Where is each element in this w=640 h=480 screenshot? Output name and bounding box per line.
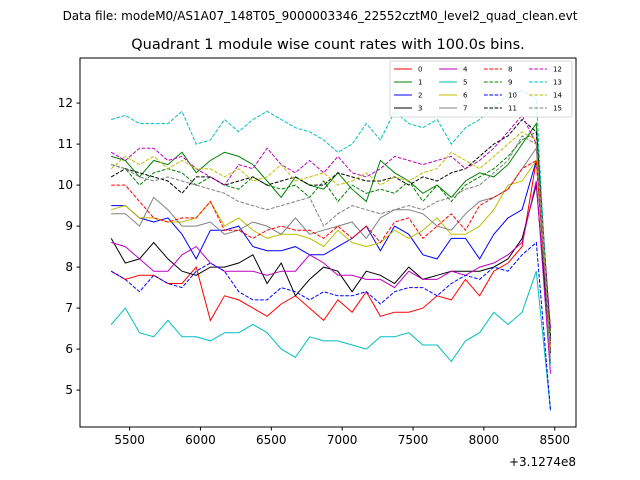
x-axis: 5500 6000 6500 7000 7500 8000 8500 [114,427,570,447]
x-tick-label: 7000 [327,433,358,447]
series-line-12 [110,114,551,329]
x-tick-label: 8000 [469,433,500,447]
legend-label-12: 12 [553,66,562,74]
series-line-10 [110,241,551,411]
y-tick-label: 10 [58,178,73,192]
data-file-label: Data file: modeM0/AS1A07_148T05_90000033… [63,9,578,23]
series-line-2 [111,160,551,341]
legend-label-9: 9 [508,79,512,87]
legend-frame [389,60,573,118]
y-axis: 5 6 7 8 9 10 11 12 [58,96,80,397]
series-line-4 [111,180,551,374]
series-group [110,90,551,411]
legend-label-13: 13 [553,79,562,87]
series-line-6 [111,159,551,333]
legend-label-0: 0 [418,66,422,74]
x-tick-label: 6000 [185,433,216,447]
y-tick-label: 9 [65,219,73,233]
legend-label-2: 2 [418,92,422,100]
y-tick-label: 8 [65,260,73,274]
series-line-9 [111,130,551,354]
legend-label-8: 8 [508,66,512,74]
series-line-1 [111,122,551,341]
series-line-5 [110,271,551,411]
series-line-14 [110,131,551,350]
series-line-7 [111,146,551,329]
series-line-0 [110,160,551,350]
chart-title: Quadrant 1 module wise count rates with … [131,37,525,53]
series-line-13 [111,90,551,366]
legend-label-14: 14 [553,92,562,100]
legend-label-6: 6 [463,92,468,100]
legend-label-11: 11 [508,105,517,113]
legend-label-3: 3 [418,105,422,113]
x-tick-label: 5500 [114,433,145,447]
y-tick-label: 5 [65,383,73,397]
x-tick-label: 7500 [398,433,429,447]
legend-label-4: 4 [463,66,468,74]
x-tick-label: 8500 [539,433,570,447]
axes-frame [79,57,577,428]
y-tick-label: 7 [65,301,73,315]
series-line-15 [111,135,551,362]
legend-label-7: 7 [463,105,467,113]
x-offset-label: +3.1274e8 [509,455,576,469]
legend-label-5: 5 [463,79,467,87]
legend-label-1: 1 [418,79,422,87]
y-tick-label: 11 [58,137,73,151]
legend-label-10: 10 [508,92,517,100]
legend-label-15: 15 [553,105,562,113]
y-tick-label: 6 [65,342,73,356]
plot-area [79,57,577,428]
x-tick-label: 6500 [256,433,287,447]
y-tick-label: 12 [58,96,73,110]
series-line-8 [111,159,551,346]
